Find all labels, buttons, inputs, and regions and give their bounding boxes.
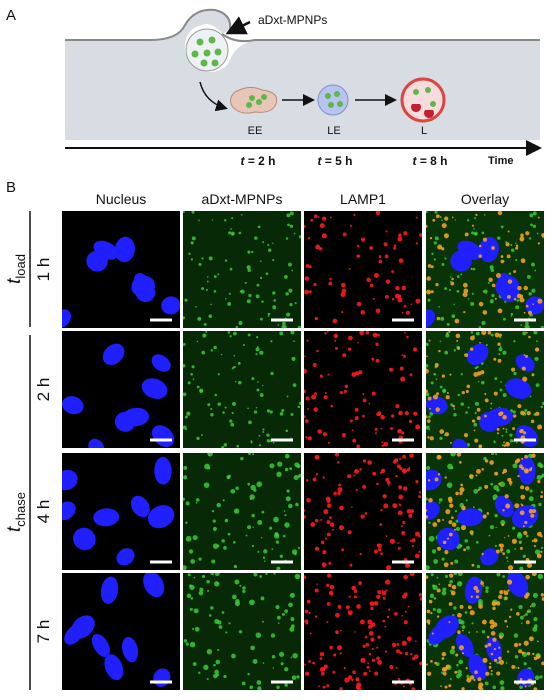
row-label: 1 h — [34, 258, 53, 282]
micrograph — [304, 331, 422, 448]
timepoint-label: t = 2 h — [240, 154, 275, 168]
micrograph — [62, 211, 180, 328]
micrograph-content — [64, 573, 171, 687]
column-header: aDxt-MPNPs — [202, 191, 283, 207]
micrograph-background — [62, 211, 180, 328]
micrograph-content — [183, 211, 301, 328]
micrograph-background — [304, 331, 422, 448]
micrograph-content — [304, 211, 422, 324]
micrograph-content — [62, 236, 180, 328]
group-label: tchase — [4, 492, 28, 532]
panel-label: B — [6, 179, 16, 196]
micrograph-content — [183, 573, 301, 690]
group-symbol: t — [4, 278, 25, 284]
timepoint-label: t = 5 h — [317, 154, 352, 168]
micrograph-content — [183, 331, 301, 448]
micrograph-content — [62, 343, 175, 448]
nanoparticles — [191, 36, 222, 67]
membrane — [221, 33, 540, 43]
micrograph — [183, 453, 301, 570]
micrograph-background — [304, 211, 422, 328]
micrograph — [304, 211, 422, 328]
micrograph-content — [62, 456, 175, 566]
time-variable: t — [240, 154, 245, 168]
micrograph — [62, 573, 180, 690]
column-header: Overlay — [461, 191, 509, 207]
micrograph — [62, 453, 180, 570]
group-subscript: load — [13, 254, 28, 279]
compartment-label: LE — [327, 125, 340, 137]
time-variable: t — [317, 154, 322, 168]
pointer-arrow — [225, 16, 251, 35]
micrograph — [426, 331, 544, 448]
micrograph-content — [426, 453, 544, 570]
micrograph — [426, 453, 544, 570]
micrograph-content — [304, 453, 422, 570]
lysosome — [400, 77, 446, 123]
late-endosome — [317, 84, 349, 116]
nanoparticle-label: aDxt-MPNPs — [258, 13, 327, 27]
column-header: LAMP1 — [340, 191, 386, 207]
timepoint-label: t = 8 h — [412, 154, 447, 168]
micrograph — [62, 331, 180, 448]
micrograph — [183, 573, 301, 690]
row-label: 7 h — [34, 620, 53, 644]
cell-region — [65, 9, 540, 140]
time-value: = 2 h — [244, 154, 275, 168]
compartment-label: EE — [248, 125, 263, 137]
column-header: Nucleus — [96, 191, 147, 207]
time-variable: t — [412, 154, 417, 168]
micrograph-content — [426, 211, 544, 328]
micrograph — [304, 573, 422, 690]
compartment-label: L — [421, 125, 427, 137]
row-label: 2 h — [34, 378, 53, 402]
green-haze — [426, 211, 544, 328]
micrograph-content — [304, 573, 422, 690]
arrow — [199, 81, 228, 112]
row-label: 4 h — [34, 500, 53, 524]
panel-label: A — [6, 7, 16, 24]
micrograph — [304, 453, 422, 570]
micrograph-content — [426, 573, 544, 690]
green-haze — [183, 211, 301, 328]
time-value: = 5 h — [321, 154, 352, 168]
micrograph — [183, 331, 301, 448]
micrograph — [426, 573, 544, 690]
micrograph — [426, 211, 544, 328]
axis-label: Time — [488, 155, 513, 167]
time-value: = 8 h — [416, 154, 447, 168]
group-symbol: t — [4, 526, 25, 532]
micrograph-content — [426, 331, 544, 448]
group-label: tload — [4, 254, 28, 284]
micrograph-content — [183, 453, 301, 570]
group-subscript: chase — [13, 492, 28, 527]
green-haze — [183, 453, 301, 570]
micrograph — [183, 211, 301, 328]
